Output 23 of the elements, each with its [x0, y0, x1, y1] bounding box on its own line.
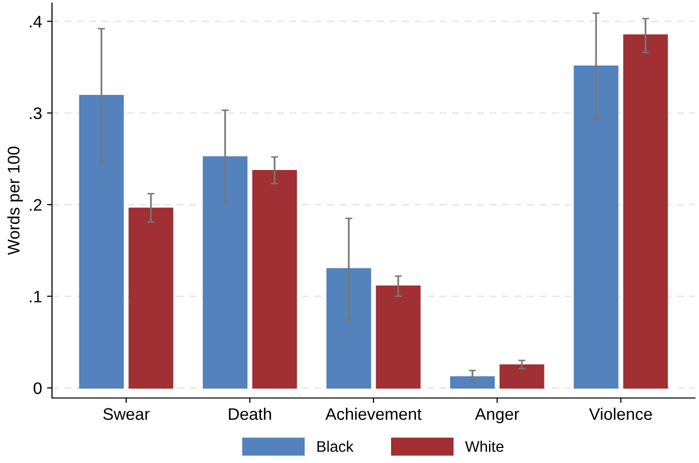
y-tick-label: .4: [30, 16, 42, 28]
x-tick-label: Swear: [103, 408, 150, 420]
bar: [252, 170, 297, 389]
bar: [500, 364, 544, 389]
bar: [376, 285, 421, 389]
x-tick-label: Death: [228, 408, 272, 420]
y-axis-title: Words per 100: [7, 146, 23, 255]
x-tick-label: Anger: [474, 408, 520, 424]
bar: [623, 34, 668, 389]
y-tick-label: 0: [34, 382, 42, 394]
legend-label: White: [465, 440, 504, 452]
y-tick-label: .3: [30, 107, 42, 120]
bar: [128, 208, 174, 389]
bar: [574, 66, 618, 389]
bar: [450, 376, 495, 389]
legend-label: Black: [317, 440, 354, 452]
bar: [202, 156, 248, 389]
x-tick-label: Violence: [589, 408, 652, 420]
y-tick-label: .1: [30, 290, 42, 302]
y-tick-label: .2: [30, 199, 42, 211]
x-tick-label: Achievement: [325, 408, 422, 420]
bar: [79, 94, 124, 389]
bar: [326, 268, 372, 389]
